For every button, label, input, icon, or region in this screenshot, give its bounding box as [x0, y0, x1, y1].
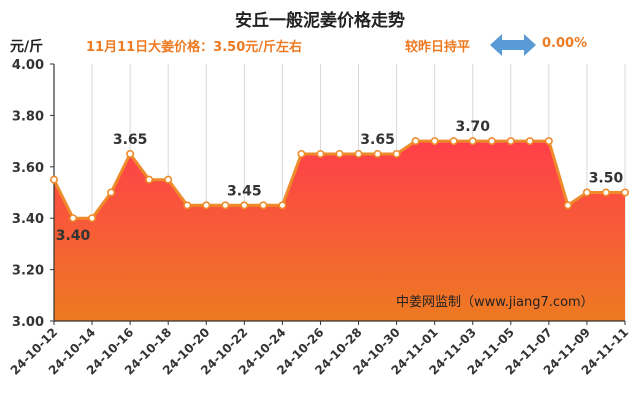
y-tick-label: 3.40	[12, 212, 44, 227]
data-point	[620, 188, 629, 197]
x-tick-labels: 24-10-1224-10-1424-10-1624-10-1824-10-20…	[8, 321, 631, 378]
data-point	[601, 188, 610, 197]
data-point	[544, 137, 553, 146]
chart-watermark: 中姜网监制（www.jiang7.com）	[396, 295, 594, 310]
chart-title: 安丘一般泥姜价格走势	[235, 11, 405, 31]
data-point	[297, 149, 306, 158]
data-point	[164, 175, 173, 184]
y-tick-label: 4.00	[12, 58, 44, 73]
data-point	[430, 137, 439, 146]
y-tick-label: 3.00	[12, 315, 44, 330]
double-arrow-icon	[490, 34, 536, 56]
data-point	[354, 149, 363, 158]
data-point	[335, 149, 344, 158]
data-point	[582, 188, 591, 197]
axes	[53, 64, 625, 322]
data-point	[411, 137, 420, 146]
data-point	[69, 214, 78, 223]
data-point	[240, 201, 249, 210]
data-point	[145, 175, 154, 184]
data-point	[107, 188, 116, 197]
data-point	[183, 201, 192, 210]
data-points	[49, 137, 629, 223]
data-label: 3.65	[360, 132, 395, 148]
y-axis-unit: 元/斤	[10, 39, 44, 55]
data-point	[506, 137, 515, 146]
data-point	[468, 137, 477, 146]
data-point	[373, 149, 382, 158]
data-point	[392, 149, 401, 158]
data-point	[126, 149, 135, 158]
y-tick-labels: 3.00 3.20 3.40 3.60 3.80 4.00	[12, 58, 54, 330]
data-labels: 3.40 3.65 3.45 3.65 3.70 3.50	[56, 119, 624, 244]
data-label: 3.70	[455, 119, 490, 135]
price-note: 11月11日大姜价格：3.50元/斤左右	[86, 40, 303, 55]
data-point	[487, 137, 496, 146]
data-label: 3.50	[589, 171, 624, 187]
data-point	[202, 201, 211, 210]
data-point	[449, 137, 458, 146]
data-label: 3.45	[227, 183, 262, 199]
data-point	[525, 137, 534, 146]
data-point	[316, 149, 325, 158]
compare-value: 0.00%	[542, 36, 588, 51]
data-point	[563, 201, 572, 210]
y-tick-label: 3.20	[12, 264, 44, 279]
data-point	[221, 201, 230, 210]
y-tick-label: 3.80	[12, 109, 44, 124]
price-area	[54, 141, 625, 321]
data-point	[278, 201, 287, 210]
y-tick-label: 3.60	[12, 161, 44, 176]
data-point	[88, 214, 97, 223]
compare-label: 较昨日持平	[405, 40, 471, 55]
data-label: 3.65	[113, 132, 148, 148]
data-label: 3.40	[56, 228, 91, 244]
data-point	[259, 201, 268, 210]
data-point	[49, 175, 58, 184]
